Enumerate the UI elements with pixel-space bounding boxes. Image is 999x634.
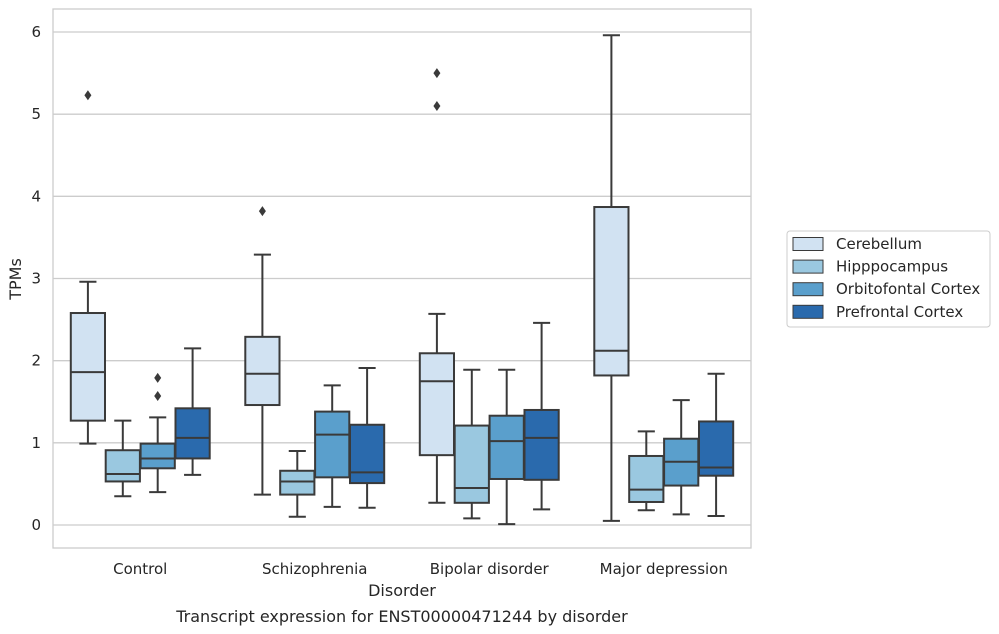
chart-caption: Transcript expression for ENST0000047124… — [175, 607, 628, 626]
box-1-3 — [628, 430, 665, 512]
x-axis-ticks: Control Schizophrenia Bipolar disorder Majo… — [113, 560, 728, 578]
box-0-0 — [69, 90, 107, 445]
y-tick-label: 1 — [31, 434, 41, 452]
box-iqr — [488, 414, 525, 480]
y-tick-label: 3 — [31, 270, 41, 288]
outlier-point — [154, 390, 162, 401]
box-1-0 — [104, 419, 141, 498]
box-0-3 — [593, 34, 630, 522]
y-tick-label: 4 — [31, 187, 41, 205]
box-3-0 — [174, 347, 211, 476]
box-3-3 — [697, 372, 735, 517]
y-axis-title: TPMs — [6, 258, 25, 301]
y-tick-label: 2 — [31, 352, 41, 370]
box-2-0 — [139, 372, 176, 494]
box-2-1 — [314, 384, 351, 508]
x-tick-label: Bipolar disorder — [430, 560, 550, 578]
box-iqr — [314, 410, 351, 479]
box-iqr — [279, 469, 316, 496]
legend-swatch — [792, 259, 824, 274]
box-iqr — [139, 442, 176, 470]
plot-frame — [52, 8, 752, 549]
box-3-2 — [523, 321, 560, 511]
y-tick-label: 6 — [31, 23, 41, 41]
x-tick-label: Control — [113, 560, 167, 578]
box-iqr — [523, 408, 560, 481]
legend-label: Orbitofontal Cortex — [836, 280, 980, 298]
x-axis-title: Disorder — [368, 581, 436, 600]
box-2-3 — [663, 399, 700, 516]
legend-label: Cerebellum — [836, 235, 922, 253]
y-tick-label: 0 — [31, 516, 41, 534]
box-1-2 — [453, 368, 490, 520]
outlier-point — [84, 90, 92, 101]
x-tick-label: Schizophrenia — [262, 560, 367, 578]
box-iqr — [628, 454, 665, 503]
outlier-point — [154, 372, 162, 383]
outlier-point — [433, 68, 441, 79]
box-2-2 — [488, 368, 525, 526]
box-iqr — [453, 424, 490, 504]
legend: Cerebellum Hipppocampus Orbitofontal Corte… — [786, 230, 991, 328]
box-iqr — [593, 206, 630, 377]
legend-label: Prefrontal Cortex — [836, 303, 963, 321]
y-axis-ticks: 0 1 2 3 4 5 6 — [31, 23, 41, 534]
x-tick-label: Major depression — [600, 560, 728, 578]
box-0-2 — [418, 68, 456, 504]
legend-swatch — [792, 282, 824, 297]
box-iqr — [104, 449, 141, 483]
box-iqr — [69, 312, 107, 422]
box-1-1 — [279, 450, 316, 518]
box-iqr — [348, 423, 386, 485]
legend-frame — [786, 230, 991, 328]
box-iqr — [244, 335, 281, 407]
box-0-1 — [244, 206, 281, 496]
y-tick-label: 5 — [31, 105, 41, 123]
box-plot-marks — [69, 34, 735, 526]
legend-swatch — [792, 304, 824, 319]
outlier-point — [258, 206, 266, 217]
legend-label: Hipppocampus — [836, 258, 948, 276]
box-iqr — [174, 407, 211, 460]
box-3-1 — [348, 367, 386, 509]
box-iqr — [418, 352, 456, 457]
outlier-point — [433, 100, 441, 111]
legend-swatch — [792, 237, 824, 251]
